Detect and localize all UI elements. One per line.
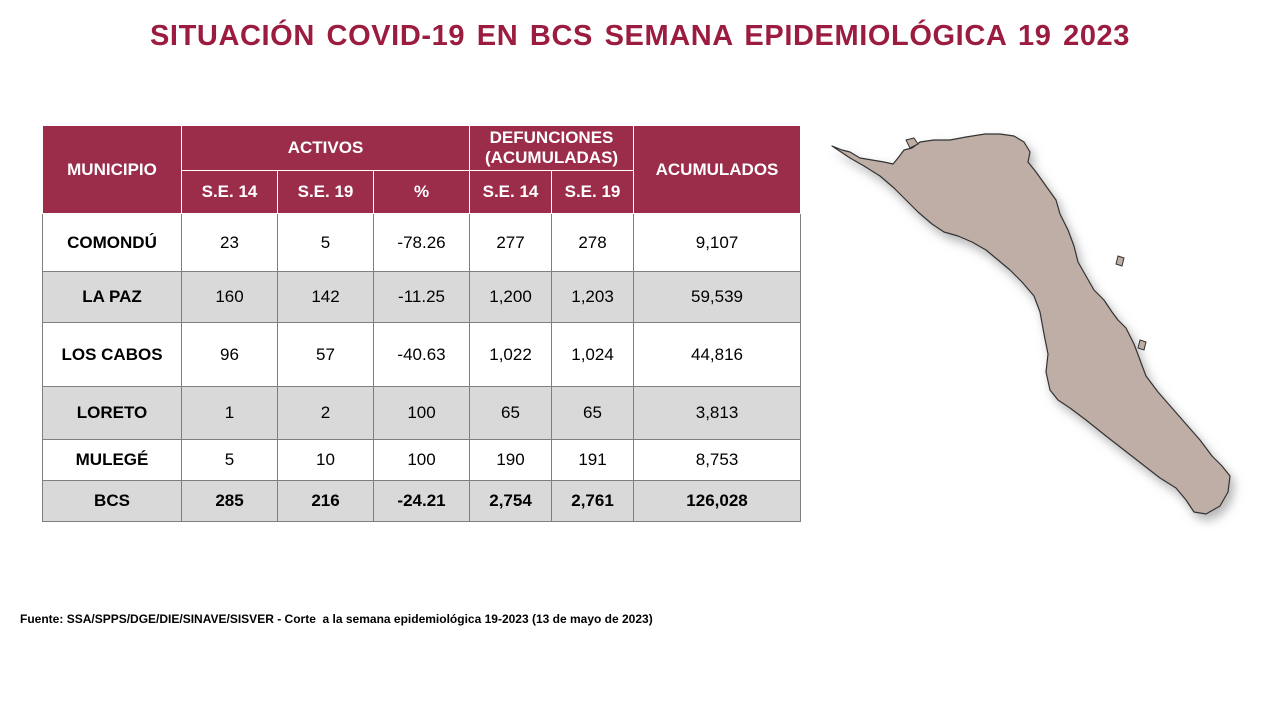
page-title: SITUACIÓN COVID-19 EN BCS SEMANA EPIDEMI… xyxy=(149,20,1131,52)
cell-act-se19: 57 xyxy=(277,322,374,387)
cell-pct: -78.26 xyxy=(372,213,471,272)
cell-def-se19: 1,024 xyxy=(551,322,635,387)
cell-act-se19: 10 xyxy=(277,439,374,481)
cell-def-se14: 1,022 xyxy=(469,322,553,387)
cell-def-se14: 1,200 xyxy=(469,271,553,323)
table-row: LOS CABOS 96 57 -40.63 1,022 1,024 44,81… xyxy=(42,322,802,387)
header-defunciones: DEFUNCIONES (ACUMULADAS) xyxy=(469,125,635,171)
cell-def-se14: 277 xyxy=(469,213,553,272)
header-acumulados: ACUMULADOS xyxy=(633,125,802,214)
cell-def-se19: 2,761 xyxy=(551,480,635,522)
header-def-se19: S.E. 19 xyxy=(551,170,635,214)
cell-acumulados: 8,753 xyxy=(633,439,802,481)
cell-act-se14: 23 xyxy=(181,213,278,272)
table-row: MULEGÉ 5 10 100 190 191 8,753 xyxy=(42,439,802,481)
header-defunciones-line1: DEFUNCIONES xyxy=(489,128,614,147)
map-island xyxy=(905,137,919,149)
cell-municipio: LORETO xyxy=(42,386,182,440)
cell-def-se14: 190 xyxy=(469,439,553,481)
covid-table: MUNICIPIO ACTIVOS DEFUNCIONES (ACUMULADA… xyxy=(42,125,802,522)
header-defunciones-line2: (ACUMULADAS) xyxy=(484,148,619,167)
cell-act-se19: 216 xyxy=(277,480,374,522)
cell-municipio: MULEGÉ xyxy=(42,439,182,481)
cell-def-se19: 1,203 xyxy=(551,271,635,323)
cell-def-se19: 278 xyxy=(551,213,635,272)
table-row: LORETO 1 2 100 65 65 3,813 xyxy=(42,386,802,440)
cell-def-se14: 65 xyxy=(469,386,553,440)
cell-municipio: BCS xyxy=(42,480,182,522)
cell-acumulados: 126,028 xyxy=(633,480,802,522)
cell-act-se14: 5 xyxy=(181,439,278,481)
cell-act-se14: 96 xyxy=(181,322,278,387)
cell-municipio: COMONDÚ xyxy=(42,213,182,272)
source-cutoff: - Corte a la semana epidemiológica 19-20… xyxy=(277,612,653,626)
map-island xyxy=(1137,339,1147,351)
source-label: Fuente: xyxy=(20,612,64,626)
cell-def-se19: 65 xyxy=(551,386,635,440)
header-municipio: MUNICIPIO xyxy=(42,125,182,214)
map-island xyxy=(1115,255,1125,267)
cell-acumulados: 3,813 xyxy=(633,386,802,440)
header-activos-pct: % xyxy=(372,170,471,214)
cell-pct: -24.21 xyxy=(372,480,471,522)
source-note: Fuente: SSA/SPPS/DGE/DIE/SINAVE/SISVER -… xyxy=(20,612,653,626)
header-activos: ACTIVOS xyxy=(180,125,471,171)
cell-def-se19: 191 xyxy=(551,439,635,481)
table-row: LA PAZ 160 142 -11.25 1,200 1,203 59,539 xyxy=(42,271,802,323)
cell-pct: -40.63 xyxy=(372,322,471,387)
cell-acumulados: 59,539 xyxy=(633,271,802,323)
cell-acumulados: 44,816 xyxy=(633,322,802,387)
header-activos-se19: S.E. 19 xyxy=(277,170,374,214)
cell-acumulados: 9,107 xyxy=(633,213,802,272)
cell-act-se19: 2 xyxy=(277,386,374,440)
cell-act-se14: 160 xyxy=(181,271,278,323)
source-org: SSA/SPPS/DGE/DIE/SINAVE/SISVER xyxy=(66,612,274,626)
cell-def-se14: 2,754 xyxy=(469,480,553,522)
cell-pct: 100 xyxy=(372,439,471,481)
baja-california-sur-map xyxy=(831,133,1231,515)
cell-act-se19: 142 xyxy=(277,271,374,323)
cell-pct: -11.25 xyxy=(372,271,471,323)
header-activos-se14: S.E. 14 xyxy=(181,170,278,214)
table-row: COMONDÚ 23 5 -78.26 277 278 9,107 xyxy=(42,213,802,272)
cell-municipio: LA PAZ xyxy=(42,271,182,323)
cell-pct: 100 xyxy=(372,386,471,440)
cell-act-se14: 1 xyxy=(181,386,278,440)
cell-act-se14: 285 xyxy=(181,480,278,522)
cell-municipio: LOS CABOS xyxy=(42,322,182,387)
map-state-outline xyxy=(831,133,1231,515)
header-def-se14: S.E. 14 xyxy=(469,170,553,214)
table-row-total: BCS 285 216 -24.21 2,754 2,761 126,028 xyxy=(42,480,802,522)
cell-act-se19: 5 xyxy=(277,213,374,272)
